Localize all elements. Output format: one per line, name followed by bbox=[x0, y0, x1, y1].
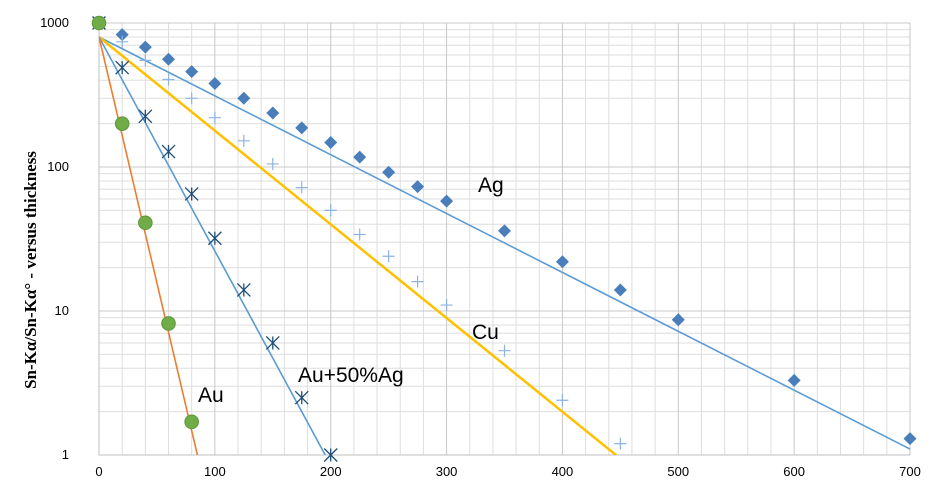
y-tick-label: 100 bbox=[47, 159, 69, 174]
x-tick-label: 0 bbox=[95, 464, 102, 479]
x-tick-label: 700 bbox=[899, 464, 921, 479]
ag-point bbox=[115, 28, 129, 42]
au-point bbox=[91, 15, 107, 31]
cu-point bbox=[411, 275, 424, 288]
au-50-ag-point bbox=[184, 186, 199, 201]
y-tick-label: 10 bbox=[55, 303, 69, 318]
au-50-ag-point bbox=[161, 144, 176, 159]
au-point bbox=[114, 116, 130, 131]
x-tick-label: 600 bbox=[783, 464, 805, 479]
fit-line-au bbox=[99, 36, 199, 455]
ag-point bbox=[185, 65, 199, 79]
grid-minor bbox=[99, 23, 910, 455]
x-tick-label: 200 bbox=[320, 464, 342, 479]
au-point bbox=[184, 414, 199, 430]
ag-point bbox=[440, 194, 454, 208]
cu-point bbox=[295, 181, 308, 194]
series-labels: Ag Cu Au+50%Ag Au bbox=[198, 174, 504, 407]
y-axis-label: Sn-Kα/Sn-Kα° - versus thickness bbox=[21, 151, 40, 389]
au-50-ag-point bbox=[138, 109, 153, 124]
ag-point bbox=[903, 432, 917, 446]
grid-major bbox=[98, 22, 911, 456]
series-label-au: Au bbox=[198, 384, 224, 407]
ag-point bbox=[162, 52, 176, 66]
x-tick-label: 400 bbox=[552, 464, 574, 479]
ag-point bbox=[613, 283, 627, 297]
ag-point bbox=[266, 106, 280, 120]
au-50-ag-point bbox=[207, 231, 222, 246]
cu-point bbox=[324, 204, 337, 217]
ag-point bbox=[671, 313, 685, 327]
fit-line-cu bbox=[99, 35, 618, 455]
cu-point bbox=[556, 394, 569, 407]
ag-point bbox=[411, 180, 425, 194]
fit-line-au-50-ag bbox=[99, 36, 327, 455]
au-point bbox=[161, 316, 176, 331]
fit-line-ag bbox=[99, 36, 911, 450]
cu-point bbox=[353, 228, 366, 241]
au-50-ag-point bbox=[323, 448, 338, 462]
ag-point bbox=[208, 77, 222, 91]
ag-point bbox=[787, 373, 801, 387]
ag-point bbox=[237, 91, 251, 105]
cu-point bbox=[614, 437, 627, 450]
au-point bbox=[138, 215, 153, 231]
markers bbox=[91, 15, 917, 462]
ag-point bbox=[555, 255, 569, 269]
cu-point bbox=[440, 299, 453, 312]
cu-point bbox=[185, 92, 198, 105]
au-50-ag-point bbox=[115, 60, 130, 75]
cu-point bbox=[116, 35, 129, 48]
series-label-au-50-ag: Au+50%Ag bbox=[298, 364, 404, 387]
ag-point bbox=[295, 121, 309, 135]
ag-point bbox=[382, 165, 396, 179]
ag-point bbox=[498, 224, 511, 238]
cu-point bbox=[498, 344, 511, 357]
cu-point bbox=[208, 111, 221, 124]
au-50-ag-point bbox=[265, 335, 280, 350]
fit-lines bbox=[99, 35, 911, 455]
cu-point bbox=[266, 157, 279, 170]
cu-point bbox=[382, 250, 395, 263]
cu-point bbox=[162, 73, 175, 86]
y-tick-label: 1000 bbox=[40, 15, 69, 30]
tick-labels: 0 100 200 300 400 500 600 700 1 10 100 1000 bbox=[40, 15, 921, 479]
ag-point bbox=[138, 40, 152, 54]
cu-point bbox=[237, 134, 250, 147]
ag-point bbox=[353, 150, 367, 164]
x-tick-label: 500 bbox=[667, 464, 689, 479]
x-tick-label: 100 bbox=[204, 464, 226, 479]
cu-point bbox=[139, 54, 152, 67]
ag-point bbox=[324, 135, 338, 149]
y-tick-label: 1 bbox=[62, 447, 69, 462]
au-50-ag-point bbox=[236, 282, 251, 297]
series-label-ag: Ag bbox=[478, 174, 504, 197]
x-tick-label: 300 bbox=[436, 464, 458, 479]
au-50-ag-point bbox=[294, 390, 309, 405]
series-label-cu: Cu bbox=[472, 321, 499, 344]
